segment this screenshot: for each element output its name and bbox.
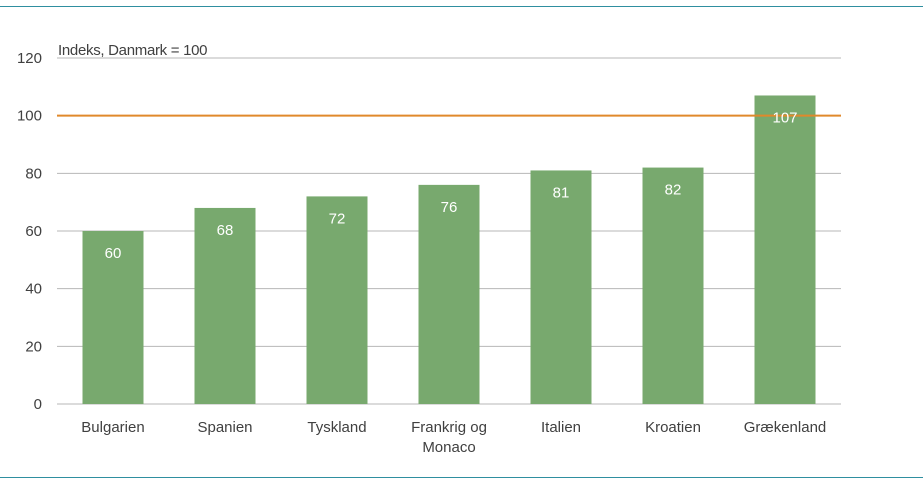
- y-tick-label: 0: [34, 396, 42, 413]
- bottom-border: [0, 477, 923, 478]
- bar: [642, 167, 704, 404]
- y-tick-label: 100: [17, 108, 42, 125]
- bar: [194, 207, 256, 404]
- bar: [530, 170, 592, 404]
- bar-value-label: 76: [441, 199, 458, 216]
- category-labels: Bulgarien Spanien Tyskland Frankrig og Monac…: [81, 419, 826, 456]
- bar-value-label: 68: [217, 222, 234, 239]
- y-tick-label: 40: [25, 281, 42, 298]
- bars: [82, 95, 816, 404]
- category-label: Kroatien: [645, 419, 701, 436]
- category-label: Frankrig og Monaco: [411, 419, 487, 456]
- y-axis-unit-label: Indeks, Danmark = 100: [58, 42, 207, 59]
- category-label-line: Monaco: [422, 439, 475, 456]
- y-tick-label: 20: [25, 338, 42, 355]
- category-label: Spanien: [197, 419, 252, 436]
- bar-value-label: 72: [329, 210, 346, 227]
- y-tick-label: 80: [25, 165, 42, 182]
- bar: [306, 196, 368, 404]
- bar: [754, 95, 816, 404]
- bar-value-label: 107: [772, 109, 797, 126]
- y-tick-label: 60: [25, 223, 42, 240]
- category-label: Bulgarien: [81, 419, 144, 436]
- bar-value-label: 81: [553, 184, 570, 201]
- category-label: Tyskland: [307, 419, 366, 436]
- category-label: Grækenland: [744, 419, 827, 436]
- category-label: Italien: [541, 419, 581, 436]
- bar-value-label: 60: [105, 245, 122, 262]
- bar: [418, 184, 480, 404]
- y-axis-ticks: 0 20 40 60 80 100 120: [17, 50, 42, 413]
- y-tick-label: 120: [17, 50, 42, 67]
- top-border: [0, 6, 923, 7]
- category-label-line: Frankrig og: [411, 419, 487, 436]
- bar-value-labels: 60 68 72 76 81 82 107: [105, 109, 798, 262]
- bar: [82, 231, 144, 404]
- bar-value-label: 82: [665, 182, 682, 199]
